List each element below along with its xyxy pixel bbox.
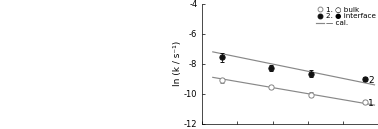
Y-axis label: ln (k / s⁻¹): ln (k / s⁻¹) (173, 41, 182, 86)
Text: 1: 1 (368, 99, 374, 108)
Legend: 1. ○ bulk, 2. ● interface, — cal.: 1. ○ bulk, 2. ● interface, — cal. (316, 5, 376, 27)
Text: 2: 2 (368, 76, 374, 85)
